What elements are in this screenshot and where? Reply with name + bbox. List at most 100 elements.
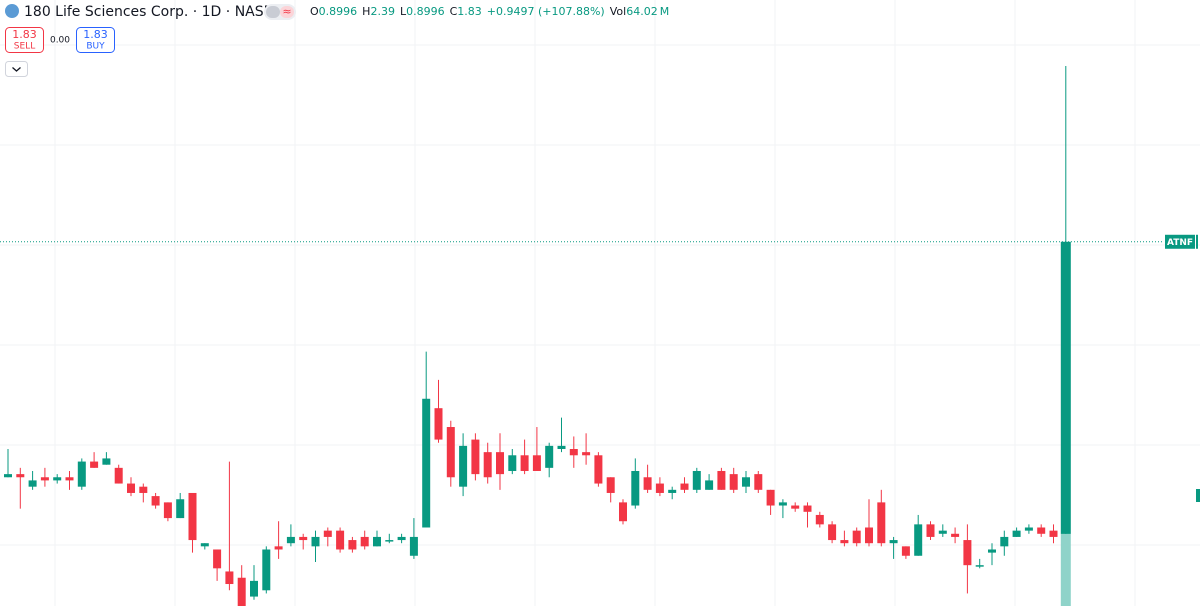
volume-key: Vol xyxy=(610,5,626,18)
ohlc-key: C xyxy=(450,5,458,18)
symbol-title[interactable]: 180 Life Sciences Corp. · 1D · NASDAQ xyxy=(24,4,295,20)
buy-price: 1.83 xyxy=(83,28,108,41)
candle-body xyxy=(225,571,234,585)
candle-body xyxy=(102,458,111,465)
candle-body xyxy=(434,408,443,440)
candle-body xyxy=(680,483,689,490)
sell-label: SELL xyxy=(14,42,35,52)
ohlc-value: 0.8996 xyxy=(406,5,445,18)
candle-body xyxy=(766,489,775,506)
candle-body xyxy=(139,486,148,493)
candle-body xyxy=(397,536,406,541)
candle-body xyxy=(114,467,123,484)
ohlc-key: O xyxy=(310,5,319,18)
candle-body xyxy=(40,477,49,481)
candle-body xyxy=(483,452,492,478)
sell-price: 1.83 xyxy=(12,28,37,41)
candle-body xyxy=(582,452,591,456)
candle-body xyxy=(692,470,701,490)
ohlc-value: 1.83 xyxy=(457,5,482,18)
candle-body xyxy=(311,536,320,547)
candle-body xyxy=(28,480,37,487)
buy-label: BUY xyxy=(86,42,105,52)
candle-body xyxy=(877,502,886,544)
candle-body xyxy=(508,455,517,471)
candle-body xyxy=(532,455,541,471)
candle-body xyxy=(77,461,86,487)
sell-button[interactable] xyxy=(5,27,44,53)
candle-body xyxy=(360,536,369,547)
toggle-icon: ≈ xyxy=(282,5,291,18)
candle-body xyxy=(803,505,812,512)
candle-body xyxy=(422,398,431,528)
candle-body xyxy=(151,496,160,506)
candle-body xyxy=(262,549,271,591)
candle-body xyxy=(705,480,714,490)
ohlc-legend: O 0.8996 H 2.39 L 0.8996 C 1.83 +0.9497 (+107.88… xyxy=(310,5,669,18)
candle-body xyxy=(496,452,504,475)
volume-value: 64.02 xyxy=(626,5,658,18)
candle-body xyxy=(90,461,99,468)
ohlc-value: 2.39 xyxy=(370,5,395,18)
candle-body xyxy=(188,492,197,541)
candle-body xyxy=(926,524,935,537)
candle-body xyxy=(852,530,861,544)
price-label-box xyxy=(1165,234,1195,249)
collapse-button[interactable] xyxy=(5,61,28,77)
price-label: ATNF xyxy=(1167,238,1193,248)
candles: ATNF xyxy=(0,65,1198,606)
candle-body xyxy=(1060,241,1071,534)
candle-body xyxy=(459,445,468,487)
candle-body xyxy=(655,483,664,493)
candle-body xyxy=(323,530,332,537)
candle-body xyxy=(1037,527,1046,534)
candle-body xyxy=(914,524,923,556)
ohlc-key: H xyxy=(362,5,370,18)
candle-body xyxy=(373,536,381,547)
candle-body xyxy=(520,455,529,471)
candle-body xyxy=(176,499,185,519)
candle-body xyxy=(471,439,480,475)
candle-body xyxy=(643,477,652,490)
candle-body xyxy=(1000,536,1009,547)
candle-body xyxy=(778,502,787,506)
candle-body xyxy=(828,524,837,541)
candle-body xyxy=(865,527,873,544)
candle-body xyxy=(237,577,246,606)
candle-body xyxy=(348,540,357,550)
candle-body xyxy=(619,502,627,522)
candle-body xyxy=(901,546,910,556)
candle-body xyxy=(1049,530,1058,537)
change: +0.9497 (+107.88%) xyxy=(487,5,605,18)
candle-body xyxy=(213,549,222,569)
candle-body xyxy=(951,533,960,537)
chevron xyxy=(12,67,21,72)
candle-body xyxy=(729,474,738,490)
candle-body xyxy=(631,470,640,506)
candle-body xyxy=(274,546,283,550)
candle-body xyxy=(557,445,566,450)
candle-body xyxy=(200,543,209,547)
candle-body xyxy=(446,427,455,478)
candle-body xyxy=(299,536,308,541)
buy-button[interactable] xyxy=(76,27,115,53)
candle-body xyxy=(606,477,615,493)
candle-body xyxy=(65,477,74,481)
candle-body xyxy=(545,445,554,468)
symbol-icon xyxy=(5,4,19,18)
candle-body xyxy=(286,536,295,544)
candle-body xyxy=(163,502,172,519)
candle-body xyxy=(1012,530,1021,537)
spread: 0.00 xyxy=(50,36,70,46)
candle-body xyxy=(16,474,25,478)
candle-body xyxy=(4,474,12,478)
toggle-left xyxy=(266,6,280,18)
candle-body xyxy=(975,565,984,567)
candle-body xyxy=(385,540,394,542)
candle-body xyxy=(409,536,418,556)
candle-body xyxy=(53,477,62,481)
ohlc-key: L xyxy=(400,5,407,18)
